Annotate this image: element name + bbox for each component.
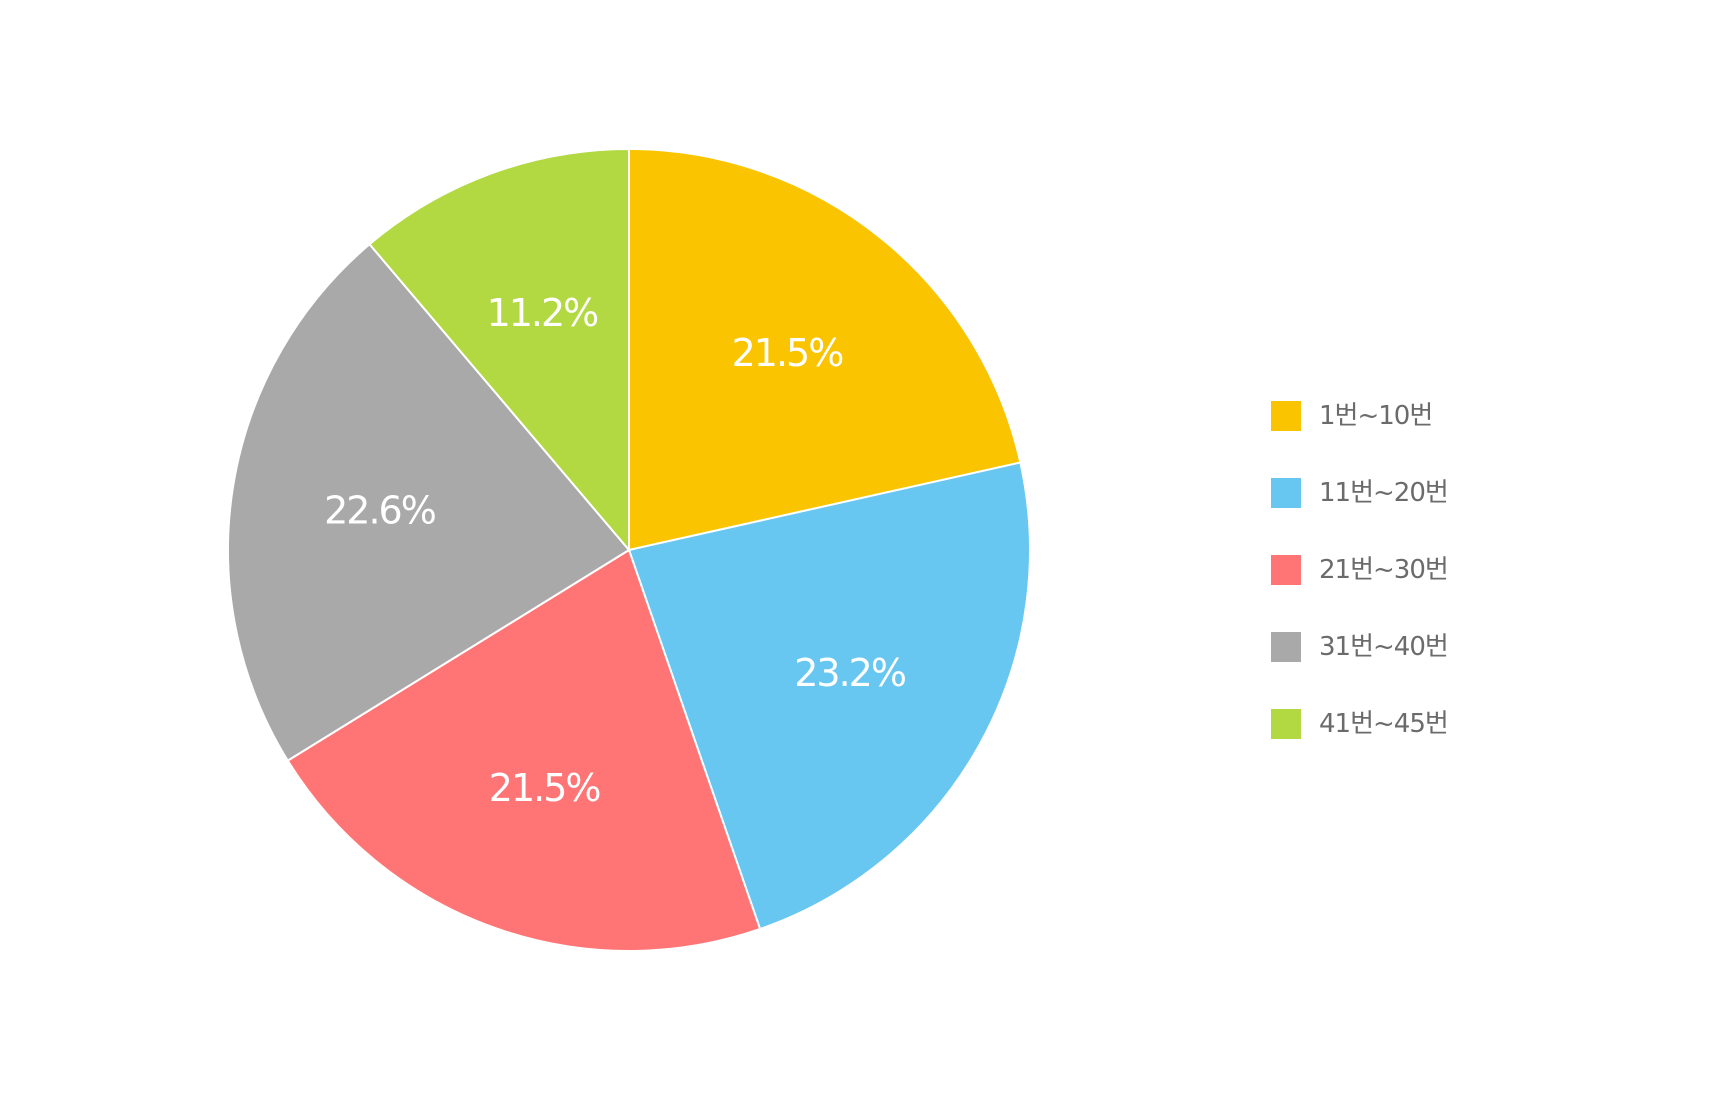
legend-swatch-1 xyxy=(1271,401,1301,431)
legend-label-3: 21번~30번 xyxy=(1319,555,1448,585)
slice-label-4: 22.6% xyxy=(324,488,436,532)
legend-swatch-3 xyxy=(1271,555,1301,585)
legend-label-1: 1번~10번 xyxy=(1319,401,1432,431)
legend-swatch-2 xyxy=(1271,478,1301,508)
pie-slice-5 xyxy=(368,147,630,553)
pie-slice-1 xyxy=(628,147,1022,552)
slice-label-2: 23.2% xyxy=(794,651,906,695)
legend-label-5: 41번~45번 xyxy=(1319,709,1448,739)
pie-slice-labels: 21.5% 23.2% 21.5% 22.6% 11.2% xyxy=(324,291,908,810)
legend-swatch-4 xyxy=(1271,632,1301,662)
slice-label-5: 11.2% xyxy=(487,291,599,335)
legend-label-2: 11번~20번 xyxy=(1319,478,1448,508)
slice-label-1: 21.5% xyxy=(732,331,844,375)
pie-slice-3 xyxy=(286,548,762,952)
pie-slices xyxy=(227,147,1031,952)
legend: 1번~10번 11번~20번 21번~30번 31번~40번 41번~45번 xyxy=(1271,401,1449,739)
legend-swatch-5 xyxy=(1271,709,1301,739)
slice-label-3: 21.5% xyxy=(489,766,601,810)
pie-slice-4 xyxy=(227,242,631,762)
pie-slice-2 xyxy=(627,461,1031,931)
legend-label-4: 31번~40번 xyxy=(1319,632,1448,662)
